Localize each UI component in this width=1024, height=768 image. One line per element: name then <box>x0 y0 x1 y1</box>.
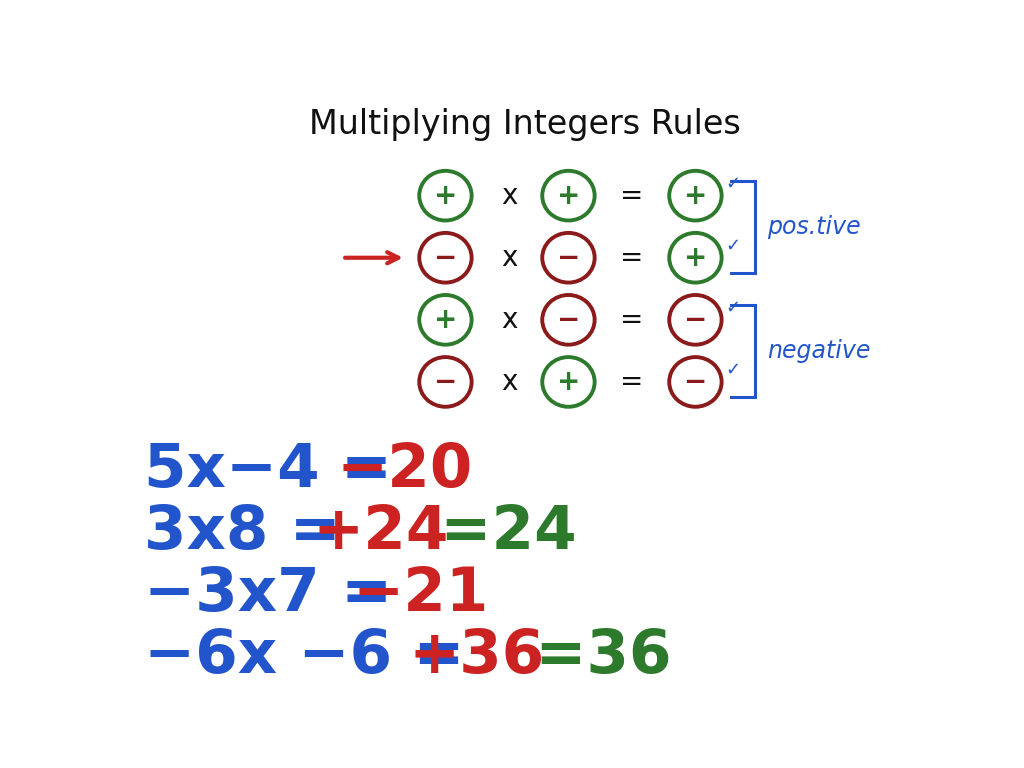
Text: negative: negative <box>767 339 870 363</box>
Text: 3x8 =: 3x8 = <box>143 503 362 562</box>
Text: =: = <box>621 182 644 210</box>
Text: −: − <box>684 306 707 334</box>
Text: −: − <box>557 306 580 334</box>
Text: −21: −21 <box>352 565 489 624</box>
Text: −20: −20 <box>336 441 472 500</box>
Text: =36: =36 <box>514 627 672 687</box>
Text: −: − <box>434 368 457 396</box>
Text: −6x −6 =: −6x −6 = <box>143 627 485 687</box>
Text: +: + <box>557 182 581 210</box>
Text: x: x <box>501 243 517 272</box>
Text: =: = <box>621 243 644 272</box>
Text: +: + <box>434 306 457 334</box>
Text: +: + <box>684 243 708 272</box>
Text: 5x−4 =: 5x−4 = <box>143 441 392 500</box>
Text: ✓: ✓ <box>726 174 740 193</box>
Text: +36: +36 <box>409 627 545 687</box>
Text: x: x <box>501 368 517 396</box>
Text: +: + <box>434 182 457 210</box>
Text: ✓: ✓ <box>726 237 740 255</box>
Text: −: − <box>434 243 457 272</box>
Text: −: − <box>684 368 707 396</box>
Text: =: = <box>621 306 644 334</box>
Text: =: = <box>621 368 644 396</box>
Text: x: x <box>501 306 517 334</box>
Text: pos.tive: pos.tive <box>767 215 860 239</box>
Text: ✓: ✓ <box>726 299 740 317</box>
Text: +: + <box>557 368 581 396</box>
Text: −: − <box>557 243 580 272</box>
Text: +24: +24 <box>313 503 450 562</box>
Text: Multiplying Integers Rules: Multiplying Integers Rules <box>309 108 740 141</box>
Text: −3x7 =: −3x7 = <box>143 565 414 624</box>
Text: x: x <box>501 182 517 210</box>
Text: +: + <box>684 182 708 210</box>
Text: ✓: ✓ <box>726 361 740 379</box>
Text: =24: =24 <box>419 503 577 562</box>
